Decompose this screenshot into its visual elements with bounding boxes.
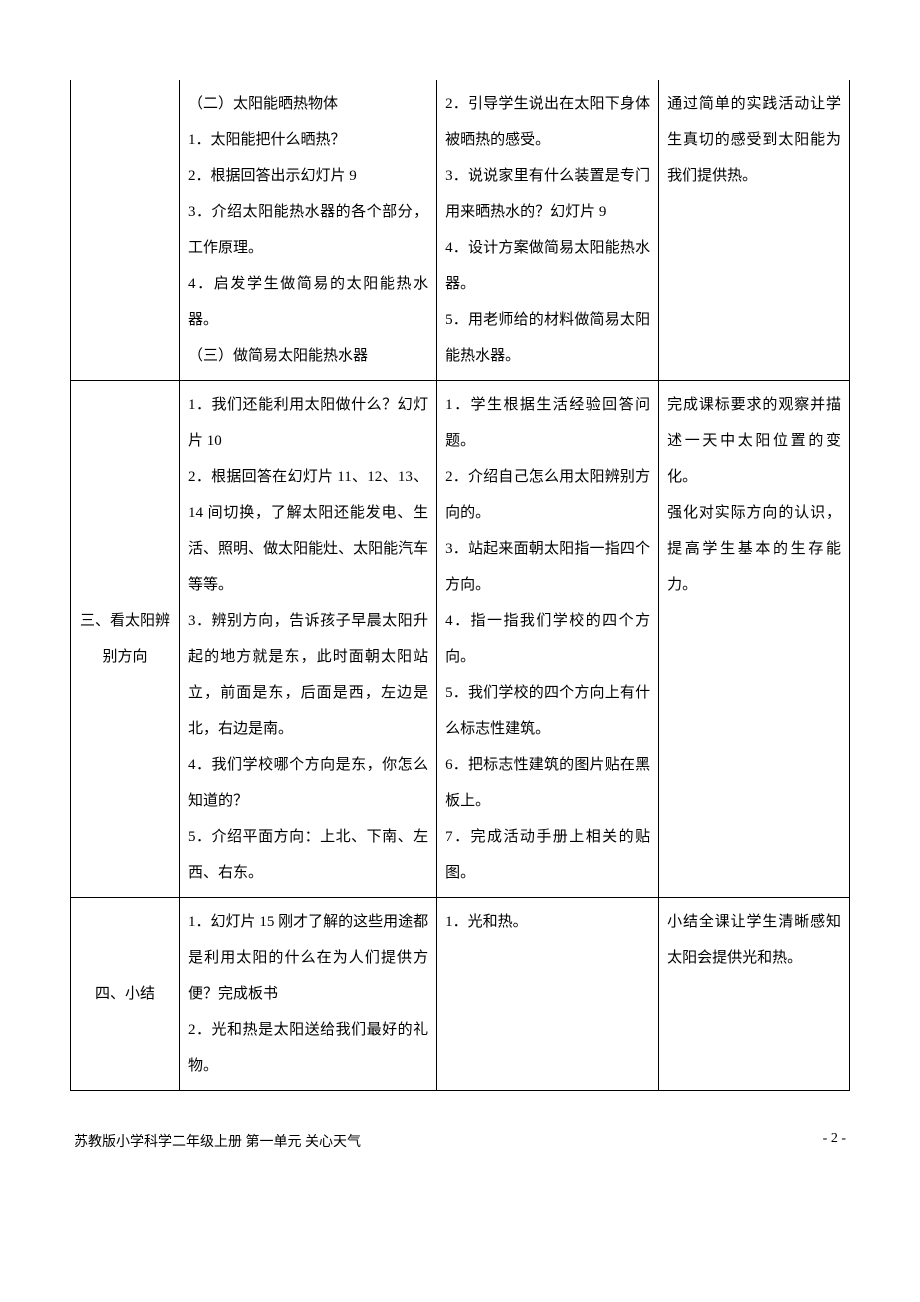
cell-line: 6．把标志性建筑的图片贴在黑板上。 — [445, 747, 650, 819]
cell-line: 强化对实际方向的认识，提高学生基本的生存能力。 — [667, 495, 841, 603]
section-label-0 — [71, 80, 180, 381]
teacher-cell-2: 1．幻灯片 15 刚才了解的这些用途都是利用太阳的什么在为人们提供方便？完成板书… — [180, 898, 437, 1091]
intent-cell-0: 通过简单的实践活动让学生真切的感受到太阳能为我们提供热。 — [659, 80, 850, 381]
cell-line: 2．根据回答出示幻灯片 9 — [188, 158, 428, 194]
cell-line: 通过简单的实践活动让学生真切的感受到太阳能为我们提供热。 — [667, 86, 841, 194]
cell-line: 小结全课让学生清晰感知太阳会提供光和热。 — [667, 904, 841, 976]
cell-line: 4．设计方案做简易太阳能热水器。 — [445, 230, 650, 302]
teacher-cell-0: （二）太阳能晒热物体 1．太阳能把什么晒热？ 2．根据回答出示幻灯片 9 3．介… — [180, 80, 437, 381]
cell-line: 4．启发学生做简易的太阳能热水器。 — [188, 266, 428, 338]
table-row: （二）太阳能晒热物体 1．太阳能把什么晒热？ 2．根据回答出示幻灯片 9 3．介… — [71, 80, 850, 381]
student-cell-2: 1．光和热。 — [437, 898, 659, 1091]
cell-line: 3．说说家里有什么装置是专门用来晒热水的？幻灯片 9 — [445, 158, 650, 230]
cell-line: 5．介绍平面方向：上北、下南、左西、右东。 — [188, 819, 428, 891]
cell-line: 2．根据回答在幻灯片 11、12、13、14 间切换，了解太阳还能发电、生活、照… — [188, 459, 428, 603]
cell-line: 3．站起来面朝太阳指一指四个方向。 — [445, 531, 650, 603]
lesson-plan-table: （二）太阳能晒热物体 1．太阳能把什么晒热？ 2．根据回答出示幻灯片 9 3．介… — [70, 80, 850, 1091]
cell-line: 1．光和热。 — [445, 904, 650, 940]
footer-left: 苏教版小学科学二年级上册 第一单元 关心天气 — [74, 1131, 361, 1151]
footer-page-number: - 2 - — [823, 1131, 846, 1151]
cell-line: 2．引导学生说出在太阳下身体被晒热的感受。 — [445, 86, 650, 158]
cell-line: （二）太阳能晒热物体 — [188, 86, 428, 122]
cell-line: 3．辨别方向，告诉孩子早晨太阳升起的地方就是东，此时面朝太阳站立，前面是东，后面… — [188, 603, 428, 747]
cell-line: 5．用老师给的材料做简易太阳能热水器。 — [445, 302, 650, 374]
cell-line: 完成课标要求的观察并描述一天中太阳位置的变化。 — [667, 387, 841, 495]
student-cell-0: 2．引导学生说出在太阳下身体被晒热的感受。 3．说说家里有什么装置是专门用来晒热… — [437, 80, 659, 381]
page-footer: 苏教版小学科学二年级上册 第一单元 关心天气 - 2 - — [70, 1131, 850, 1151]
cell-line: 1．太阳能把什么晒热？ — [188, 122, 428, 158]
cell-line: 1．幻灯片 15 刚才了解的这些用途都是利用太阳的什么在为人们提供方便？完成板书 — [188, 904, 428, 1012]
cell-line: 7．完成活动手册上相关的贴图。 — [445, 819, 650, 891]
cell-line: 4．指一指我们学校的四个方向。 — [445, 603, 650, 675]
cell-line: 2．光和热是太阳送给我们最好的礼物。 — [188, 1012, 428, 1084]
cell-line: 1．我们还能利用太阳做什么？幻灯片 10 — [188, 387, 428, 459]
table-row: 四、小结 1．幻灯片 15 刚才了解的这些用途都是利用太阳的什么在为人们提供方便… — [71, 898, 850, 1091]
table-row: 三、看太阳辨别方向 1．我们还能利用太阳做什么？幻灯片 10 2．根据回答在幻灯… — [71, 381, 850, 898]
cell-line: 5．我们学校的四个方向上有什么标志性建筑。 — [445, 675, 650, 747]
cell-line: 3．介绍太阳能热水器的各个部分，工作原理。 — [188, 194, 428, 266]
intent-cell-2: 小结全课让学生清晰感知太阳会提供光和热。 — [659, 898, 850, 1091]
cell-line: 2．介绍自己怎么用太阳辨别方向的。 — [445, 459, 650, 531]
cell-line: 4．我们学校哪个方向是东，你怎么知道的？ — [188, 747, 428, 819]
student-cell-1: 1．学生根据生活经验回答问题。 2．介绍自己怎么用太阳辨别方向的。 3．站起来面… — [437, 381, 659, 898]
section-label-1: 三、看太阳辨别方向 — [71, 381, 180, 898]
intent-cell-1: 完成课标要求的观察并描述一天中太阳位置的变化。 强化对实际方向的认识，提高学生基… — [659, 381, 850, 898]
teacher-cell-1: 1．我们还能利用太阳做什么？幻灯片 10 2．根据回答在幻灯片 11、12、13… — [180, 381, 437, 898]
cell-line: 1．学生根据生活经验回答问题。 — [445, 387, 650, 459]
cell-line: （三）做简易太阳能热水器 — [188, 338, 428, 374]
section-label-2: 四、小结 — [71, 898, 180, 1091]
